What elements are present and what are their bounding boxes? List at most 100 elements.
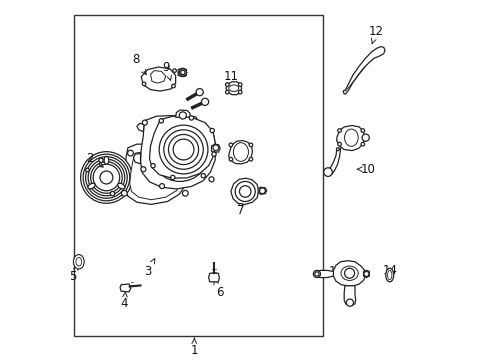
Circle shape [238,90,242,94]
Circle shape [159,131,201,173]
Polygon shape [123,144,188,204]
Circle shape [191,117,196,122]
Ellipse shape [228,85,238,91]
Circle shape [88,159,124,196]
Circle shape [362,134,368,141]
Circle shape [337,142,341,146]
Polygon shape [336,126,364,150]
Text: 1: 1 [190,338,198,357]
Polygon shape [336,148,340,150]
Circle shape [172,69,176,72]
Ellipse shape [385,268,393,282]
Polygon shape [343,46,384,94]
Circle shape [201,174,205,178]
Circle shape [81,152,132,203]
Circle shape [99,158,103,162]
Polygon shape [258,187,266,194]
Circle shape [208,177,214,182]
Circle shape [314,272,319,276]
Ellipse shape [73,255,84,269]
Circle shape [360,142,364,146]
Text: 13: 13 [328,265,344,282]
Polygon shape [140,116,215,189]
Circle shape [337,129,341,132]
Circle shape [141,167,145,172]
Circle shape [110,192,115,196]
Circle shape [259,188,265,194]
Circle shape [142,82,145,86]
Circle shape [225,83,228,86]
Circle shape [159,125,207,174]
Text: 8: 8 [132,53,146,75]
Polygon shape [85,166,91,173]
Circle shape [85,157,127,198]
Polygon shape [175,110,190,117]
Circle shape [323,168,332,176]
Circle shape [127,150,133,156]
Circle shape [100,171,113,184]
Circle shape [180,70,184,75]
Ellipse shape [344,129,357,146]
Ellipse shape [387,270,391,280]
Text: 14: 14 [382,264,396,281]
Circle shape [173,139,194,160]
Circle shape [225,90,228,94]
Polygon shape [91,162,122,193]
Polygon shape [129,151,183,200]
Circle shape [121,190,127,196]
Circle shape [85,168,89,172]
Text: 7: 7 [237,201,244,217]
Circle shape [171,84,175,88]
Circle shape [249,157,252,161]
Polygon shape [208,273,219,282]
Polygon shape [120,284,131,292]
Circle shape [155,127,204,177]
Ellipse shape [104,156,108,164]
Text: 5: 5 [69,265,78,283]
Text: 4: 4 [121,292,128,310]
Circle shape [163,130,203,169]
Circle shape [211,145,216,150]
Circle shape [170,175,175,180]
Polygon shape [141,67,175,91]
Polygon shape [178,68,186,77]
Circle shape [210,129,214,133]
Circle shape [344,268,354,278]
Polygon shape [333,261,365,286]
Circle shape [189,116,193,120]
Text: 10: 10 [357,163,375,176]
Text: 2: 2 [86,152,103,167]
Circle shape [179,112,186,119]
Circle shape [182,190,188,196]
Circle shape [90,162,122,193]
Text: 6: 6 [213,280,223,300]
Polygon shape [106,190,115,195]
Ellipse shape [76,257,81,266]
Ellipse shape [233,143,248,161]
Circle shape [249,143,252,147]
Circle shape [159,119,163,123]
Circle shape [142,120,147,125]
Polygon shape [137,123,144,132]
Circle shape [211,152,216,156]
Circle shape [363,271,368,276]
Circle shape [83,154,129,201]
Polygon shape [315,270,333,278]
Text: 11: 11 [223,69,238,88]
Polygon shape [97,158,107,163]
Circle shape [163,135,196,168]
Text: 9: 9 [162,60,171,80]
Polygon shape [211,144,220,152]
Polygon shape [344,286,355,306]
Circle shape [168,134,198,165]
Circle shape [179,69,186,76]
Circle shape [201,98,208,105]
Text: 12: 12 [368,25,383,44]
Ellipse shape [88,183,95,189]
Circle shape [167,140,192,164]
Polygon shape [133,153,140,164]
Circle shape [228,157,232,161]
Polygon shape [150,71,165,83]
Circle shape [159,184,164,189]
Polygon shape [325,148,340,175]
